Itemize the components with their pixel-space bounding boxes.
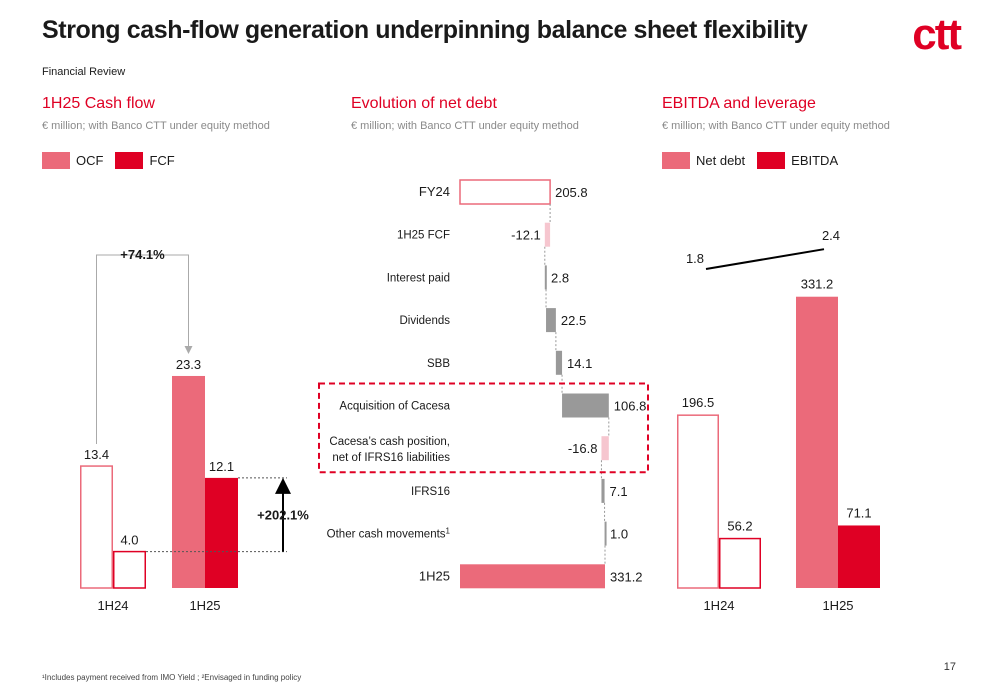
waterfall-value-7: 7.1 <box>610 484 628 499</box>
legend-fcf-swatch <box>115 152 144 169</box>
cashflow-title: 1H25 Cash flow <box>42 95 155 112</box>
waterfall-bar-7 <box>601 478 605 503</box>
waterfall-label-2: Interest paid <box>387 272 450 284</box>
legend-ocf-swatch <box>42 152 70 169</box>
waterfall-label-1: 1H25 FCF <box>397 230 450 242</box>
netdebt-subtitle: € million; with Banco CTT under equity m… <box>351 120 579 132</box>
waterfall-bar-9 <box>460 564 605 589</box>
value-label-fcf-1h24: 4.0 <box>120 533 138 548</box>
legend-ebitda-swatch <box>757 152 786 169</box>
waterfall-value-4: 14.1 <box>567 356 592 371</box>
leverage-label-1h25: 2.4 <box>822 228 840 243</box>
waterfall-bar-0 <box>459 179 551 205</box>
waterfall-bar-6 <box>601 436 609 461</box>
waterfall-label-3: Dividends <box>400 315 451 327</box>
x-tick-ebitda-1h25: 1H25 <box>822 598 853 613</box>
legend-ocf-label: OCF <box>76 153 104 168</box>
waterfall-label-9: 1H25 <box>419 568 450 583</box>
ebitda-subtitle: € million; with Banco CTT under equity m… <box>662 120 890 132</box>
bar-ocf-1h24 <box>80 465 113 589</box>
value-label-net-debt-1h25: 331.2 <box>801 277 834 292</box>
waterfall-bar-8 <box>604 521 607 546</box>
cashflow-subtitle: € million; with Banco CTT under equity m… <box>42 120 270 132</box>
bar-net-debt-1h25 <box>796 296 838 588</box>
waterfall-value-8: 1.0 <box>610 527 628 542</box>
cacesa-highlight-box <box>318 382 649 474</box>
value-label-ocf-1h24: 13.4 <box>84 447 109 462</box>
page-subtitle: Financial Review <box>42 66 126 78</box>
waterfall-bar-1 <box>544 222 551 247</box>
waterfall-label-7: IFRS16 <box>411 486 450 498</box>
legend-netdebt-swatch <box>662 152 690 169</box>
bar-fcf-1h25 <box>205 477 238 588</box>
leverage-line <box>705 248 825 270</box>
waterfall-value-6: -16.8 <box>568 441 598 456</box>
waterfall-label-6-line2: net of IFRS16 liabilities <box>332 452 450 464</box>
fcf-growth-label: +202.1% <box>257 508 309 523</box>
waterfall-value-3: 22.5 <box>561 313 586 328</box>
value-label-fcf-1h25: 12.1 <box>209 459 234 474</box>
leverage-label-1h24: 1.8 <box>686 251 704 266</box>
waterfall-value-0: 205.8 <box>555 185 588 200</box>
waterfall-label-8-footnote-mark: 1 <box>446 526 451 535</box>
value-label-ocf-1h25: 23.3 <box>176 357 201 372</box>
waterfall-label-8: Other cash movements1 <box>327 526 451 541</box>
legend-netdebt-label: Net debt <box>696 153 746 168</box>
bar-ebitda-1h24 <box>719 537 761 589</box>
waterfall-label-6-line1: Cacesa’s cash position, <box>329 436 450 448</box>
ocf-growth-label: +74.1% <box>120 247 165 262</box>
ctt-logo: ctt <box>912 10 962 59</box>
waterfall-value-2: 2.8 <box>551 270 569 285</box>
value-label-net-debt-1h24: 196.5 <box>682 395 715 410</box>
waterfall-label-5: Acquisition of Cacesa <box>339 401 450 413</box>
ebitda-title: EBITDA and leverage <box>662 95 816 112</box>
value-label-ebitda-1h25: 71.1 <box>846 505 871 520</box>
waterfall-value-1: -12.1 <box>511 228 541 243</box>
waterfall-label-0: FY24 <box>419 184 450 199</box>
netdebt-title: Evolution of net debt <box>351 95 497 112</box>
waterfall-bar-2 <box>544 265 547 290</box>
waterfall-value-5: 106.8 <box>614 399 647 414</box>
footnote: ¹Includes payment received from IMO Yiel… <box>42 673 302 682</box>
value-label-ebitda-1h24: 56.2 <box>727 519 752 534</box>
x-tick-1h25: 1H25 <box>189 598 220 613</box>
bar-fcf-1h24 <box>113 550 146 589</box>
waterfall-bar-3 <box>546 308 556 333</box>
ebitda-legend: Net debt EBITDA <box>662 152 850 169</box>
bar-net-debt-1h24 <box>677 414 719 589</box>
ocf-growth-connector <box>96 254 193 445</box>
legend-fcf-label: FCF <box>149 153 175 168</box>
bar-ocf-1h25 <box>172 375 205 588</box>
x-tick-1h24: 1H24 <box>97 598 128 613</box>
legend-ebitda-label: EBITDA <box>791 153 839 168</box>
cashflow-legend: OCF FCF <box>42 152 187 169</box>
x-tick-ebitda-1h24: 1H24 <box>703 598 734 613</box>
page-title: Strong cash-flow generation underpinning… <box>42 16 808 44</box>
page-number: 17 <box>943 661 956 673</box>
waterfall-bar-4 <box>555 350 563 375</box>
bar-ebitda-1h25 <box>838 525 880 588</box>
waterfall-label-4: SBB <box>427 358 450 370</box>
waterfall-bar-5 <box>562 393 609 418</box>
waterfall-value-9: 331.2 <box>610 569 643 584</box>
